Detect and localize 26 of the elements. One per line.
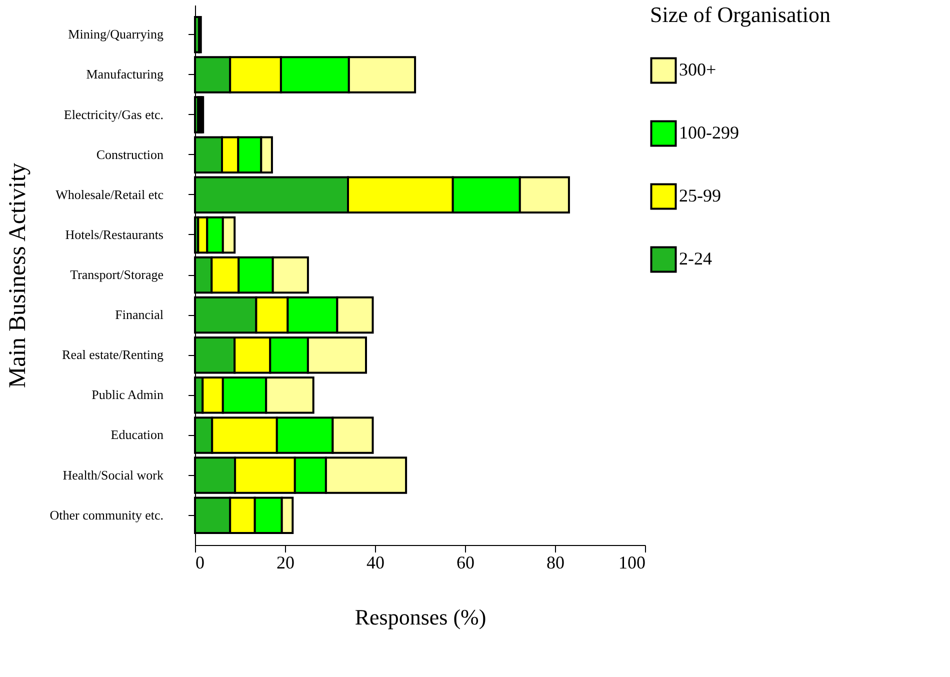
x-tick-label: 60 [456,552,474,572]
legend-label: 25-99 [679,186,721,206]
y-tick-label: Transport/Storage [70,267,164,282]
y-tick-label: Real estate/Renting [62,347,164,362]
y-tick-label: Hotels/Restaurants [65,226,164,242]
y-tick-label: Other community etc. [50,507,164,522]
legend-title: Size of Organisation [650,2,830,27]
y-tick-label: Manufacturing [86,66,164,82]
legend-label: 2-24 [679,248,712,268]
y-tick-label: Financial [115,307,164,322]
legend-label: 100-299 [679,122,739,142]
y-tick-label: Health/Social work [62,467,164,482]
x-axis-title: Responses (%) [354,604,486,630]
y-tick-label: Construction [96,146,164,162]
x-tick-label: 20 [276,552,294,572]
x-tick-label: 40 [366,552,384,572]
y-tick-label: Electricity/Gas etc. [64,106,164,122]
y-tick-label: Public Admin [92,387,164,402]
y-tick-label: Education [110,427,164,442]
x-tick-label: 100 [618,552,646,572]
y-tick-label: Mining/Quarrying [68,26,164,42]
y-tick-label: Wholesale/Retail etc [56,186,164,202]
x-tick-label: 80 [546,552,564,572]
legend-label: 300+ [679,60,716,80]
x-tick-label: 0 [196,552,204,572]
y-axis-title: Main Business Activity [4,162,31,388]
